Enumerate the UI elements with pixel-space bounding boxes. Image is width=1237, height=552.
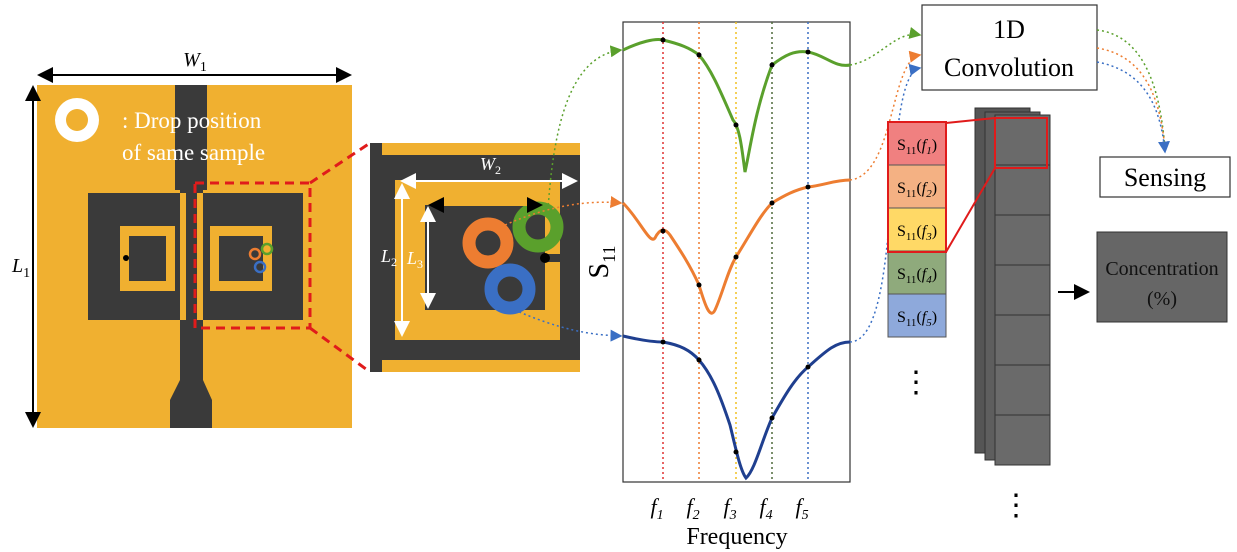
- point: [661, 229, 666, 234]
- feature-part: ): [932, 309, 937, 326]
- point: [661, 38, 666, 43]
- point: [734, 123, 739, 128]
- output-label: Concentration: [1105, 258, 1218, 280]
- tspan: 2: [391, 255, 397, 269]
- out-orange: [1097, 48, 1165, 150]
- diagram: : Drop position of same sample W1 L1 W2 …: [0, 0, 1237, 552]
- tspan: L: [406, 248, 417, 268]
- w1-label: W1: [183, 49, 207, 75]
- point: [770, 63, 775, 68]
- via: [123, 255, 129, 261]
- frequency-label: f5: [795, 494, 808, 523]
- feature-part: 11: [906, 188, 917, 200]
- frequency-labels: f1 f2 f3 f4 f5: [650, 494, 808, 523]
- out-green: [1097, 30, 1165, 150]
- kernel-cell: [995, 315, 1050, 365]
- frequency-index: 3: [729, 508, 737, 523]
- point: [734, 450, 739, 455]
- point: [770, 416, 775, 421]
- kernel-cell: [995, 215, 1050, 265]
- out-blue: [1097, 62, 1165, 152]
- feature-part: 11: [906, 145, 917, 157]
- convolution-label: 1D: [993, 15, 1025, 44]
- kernel-cell: [995, 265, 1050, 315]
- point: [734, 255, 739, 260]
- body: { "sensor": { "width_label": {"main": "W…: [0, 0, 1237, 552]
- frequency-label: f2: [686, 494, 699, 523]
- kernel-cell: [995, 415, 1050, 465]
- ellipsis: ⋮: [1001, 489, 1031, 522]
- feature-part: ): [932, 180, 937, 197]
- resonator-left-gap: [129, 236, 166, 281]
- feature-part: ): [932, 223, 937, 240]
- output-label: (%): [1147, 288, 1177, 310]
- point: [770, 201, 775, 206]
- legend-text: of same sample: [122, 140, 265, 165]
- frequency-index: 1: [657, 508, 664, 523]
- frequency-label: f3: [723, 494, 736, 523]
- tspan: 1: [23, 266, 30, 281]
- convolution-label: Convolution: [944, 53, 1074, 82]
- center-line: [186, 193, 197, 320]
- tspan: 3: [417, 257, 423, 271]
- l1-label: L1: [11, 255, 30, 281]
- feature-part: 11: [906, 231, 917, 243]
- feature-vector: S11(f1)S11(f2)S11(f3)S11(f4)S11(f5): [888, 122, 946, 337]
- tspan: 3: [485, 189, 491, 203]
- feature-part: S: [897, 137, 906, 154]
- feature-part: ): [932, 266, 937, 283]
- tspan: L: [11, 255, 23, 277]
- y-axis-label: S11: [584, 246, 619, 279]
- kernel-cell: [995, 115, 1050, 165]
- point: [697, 283, 702, 288]
- feature-part: 11: [906, 317, 917, 329]
- legend-ring-hole: [66, 109, 88, 131]
- point: [806, 365, 811, 370]
- tspan: 1: [200, 60, 207, 75]
- legend-text: : Drop position: [122, 108, 262, 133]
- frequency-index: 5: [802, 508, 809, 523]
- x-axis-label: Frequency: [686, 524, 787, 550]
- point: [806, 50, 811, 55]
- point: [697, 53, 702, 58]
- tspan: 2: [495, 163, 501, 177]
- frequency-label: f4: [759, 494, 772, 523]
- frequency-label: f1: [650, 494, 663, 523]
- frequency-index: 4: [766, 508, 773, 523]
- kernel-cell: [995, 165, 1050, 215]
- sensing-label: Sensing: [1124, 163, 1206, 192]
- tspan: S: [584, 263, 615, 279]
- feature-part: ): [932, 137, 937, 154]
- feature-part: S: [897, 309, 906, 326]
- point: [806, 185, 811, 190]
- feature-part: S: [897, 223, 906, 240]
- tspan: L: [380, 246, 391, 266]
- ellipsis: ⋮: [901, 366, 931, 399]
- page: body{margin:0;background:#fff;font-famil…: [0, 0, 1237, 552]
- frequency-index: 2: [693, 508, 700, 523]
- tspan: 11: [599, 246, 619, 263]
- point: [697, 358, 702, 363]
- feature-part: S: [897, 266, 906, 283]
- point: [661, 340, 666, 345]
- zoom-via: [540, 253, 550, 263]
- kernel-cell: [995, 365, 1050, 415]
- link-green: [850, 34, 920, 65]
- feature-part: 11: [906, 274, 917, 286]
- feature-part: S: [897, 180, 906, 197]
